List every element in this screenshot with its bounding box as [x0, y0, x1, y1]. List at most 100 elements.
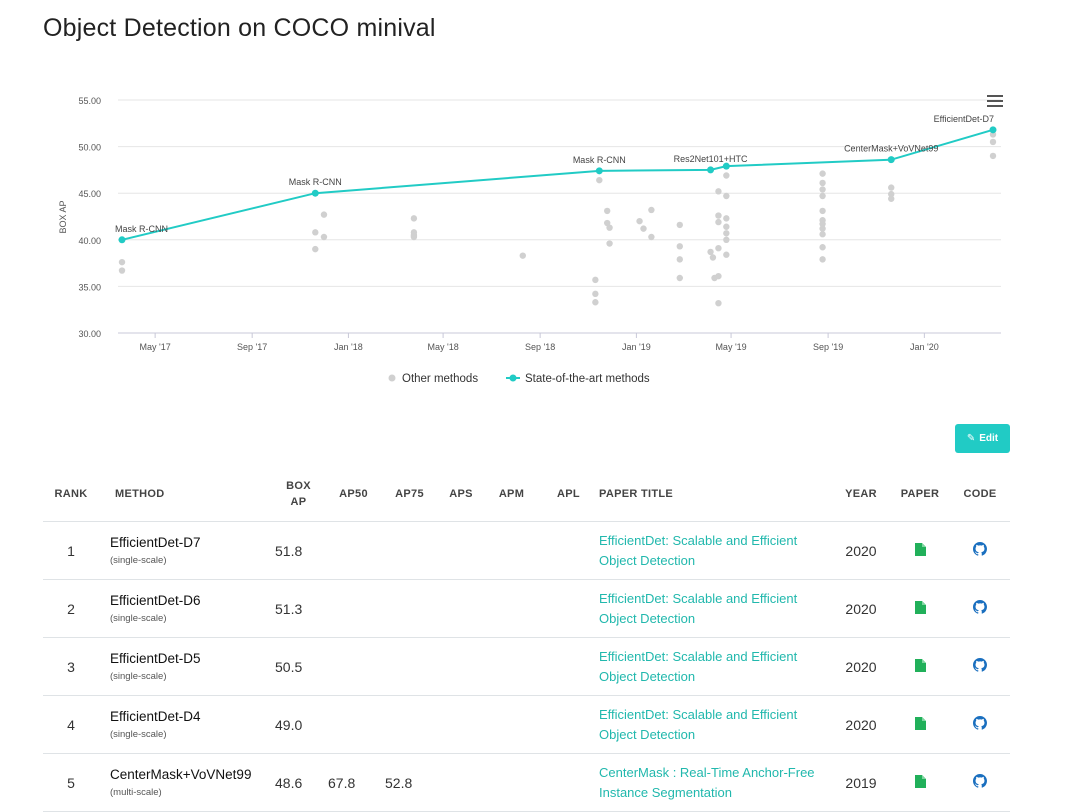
leaderboard-table: RANK METHOD BOX AP AP50 AP75 APS APM APL…: [43, 466, 1010, 812]
other-method-point: [648, 206, 655, 214]
other-method-point: [819, 179, 826, 187]
other-method-point: [118, 267, 126, 274]
paper-icon[interactable]: [914, 542, 926, 559]
rank-cell: 4: [43, 695, 99, 754]
github-icon[interactable]: [973, 542, 987, 559]
method-name[interactable]: EfficientDet-D6: [110, 593, 201, 608]
col-box-ap[interactable]: BOX AP: [272, 466, 325, 522]
other-method-point: [715, 272, 722, 280]
table-row: 2 EfficientDet-D6 (single-scale) 51.3 Effici…: [43, 579, 1010, 638]
paper-icon[interactable]: [914, 774, 926, 791]
ap75-cell: [382, 637, 437, 696]
edit-button-label: Edit: [979, 433, 999, 444]
other-method-point: [606, 240, 613, 247]
aps-cell: [437, 695, 485, 754]
apm-cell: [485, 695, 538, 754]
apm-cell: [485, 521, 538, 580]
code-cell: [950, 695, 1010, 754]
apm-cell: [485, 637, 538, 696]
apl-cell: [538, 695, 599, 754]
other-method-point: [312, 229, 319, 236]
y-tick-label: 45.00: [78, 189, 101, 199]
paper-icon[interactable]: [914, 658, 926, 675]
other-method-point: [888, 195, 895, 202]
y-tick-label: 50.00: [78, 143, 101, 153]
col-ap50[interactable]: AP50: [325, 466, 382, 522]
paper-title-link[interactable]: EfficientDet: Scalable and Efficient Obj…: [599, 648, 798, 684]
y-tick-label: 55.00: [78, 96, 101, 106]
paper-title-cell: EfficientDet: Scalable and Efficient Obj…: [599, 695, 832, 754]
col-ap75[interactable]: AP75: [382, 466, 437, 522]
other-method-point: [723, 251, 730, 258]
paper-title-link[interactable]: EfficientDet: Scalable and Efficient Obj…: [599, 590, 798, 626]
col-apm[interactable]: APM: [485, 466, 538, 522]
apl-cell: [538, 637, 599, 696]
sota-point: [707, 166, 715, 174]
x-tick-label: May '17: [140, 342, 171, 352]
other-method-point: [604, 207, 611, 215]
method-variant: (single-scale): [110, 555, 167, 566]
other-method-point: [819, 192, 826, 200]
ap50-cell: [325, 521, 382, 580]
github-icon[interactable]: [973, 716, 987, 733]
other-method-point: [676, 221, 683, 229]
aps-cell: [437, 579, 485, 638]
other-method-point: [819, 256, 826, 263]
other-method-point: [709, 254, 717, 261]
col-paper-title: PAPER TITLE: [599, 466, 832, 522]
ap75-cell: [382, 695, 437, 754]
box-ap-cell: 50.5: [272, 637, 325, 696]
other-method-point: [819, 207, 826, 215]
paper-title-link[interactable]: EfficientDet: Scalable and Efficient Obj…: [599, 532, 798, 568]
col-paper: PAPER: [890, 466, 950, 522]
other-method-point: [723, 236, 730, 243]
sota-point: [722, 162, 730, 170]
col-aps[interactable]: APS: [437, 466, 485, 522]
paper-icon[interactable]: [914, 600, 926, 617]
col-apl[interactable]: APL: [538, 466, 599, 522]
paper-title-cell: EfficientDet: Scalable and Efficient Obj…: [599, 579, 832, 638]
paper-title-link[interactable]: EfficientDet: Scalable and Efficient Obj…: [599, 706, 798, 742]
table-header-row: RANK METHOD BOX AP AP50 AP75 APS APM APL…: [43, 466, 1010, 522]
other-method-point: [592, 290, 599, 298]
paper-title-link[interactable]: CenterMask : Real-Time Anchor-Free Insta…: [599, 764, 815, 800]
paper-icon[interactable]: [914, 716, 926, 733]
sota-point-label: Mask R-CNN: [115, 224, 168, 234]
apl-cell: [538, 521, 599, 580]
aps-cell: [437, 521, 485, 580]
col-method[interactable]: METHOD: [99, 466, 272, 522]
paper-title-cell: CenterMask : Real-Time Anchor-Free Insta…: [599, 753, 832, 812]
other-method-point: [819, 170, 826, 177]
x-tick-label: May '18: [427, 342, 458, 352]
y-tick-label: 30.00: [78, 329, 101, 339]
col-rank[interactable]: RANK: [43, 466, 99, 522]
code-cell: [950, 579, 1010, 638]
method-name[interactable]: EfficientDet-D7: [110, 535, 201, 550]
other-method-point: [606, 224, 613, 231]
method-name[interactable]: EfficientDet-D5: [110, 651, 201, 666]
method-name[interactable]: EfficientDet-D4: [110, 709, 201, 724]
method-cell: EfficientDet-D6 (single-scale): [99, 579, 272, 638]
ap75-cell: [382, 579, 437, 638]
ap50-cell: [325, 637, 382, 696]
other-method-point: [519, 252, 526, 259]
col-year[interactable]: YEAR: [832, 466, 890, 522]
other-method-point: [410, 233, 418, 241]
year-cell: 2020: [832, 579, 890, 638]
apl-cell: [538, 579, 599, 638]
github-icon[interactable]: [973, 600, 987, 617]
col-code: CODE: [950, 466, 1010, 522]
method-name[interactable]: CenterMask+VoVNet99: [110, 767, 252, 782]
github-icon[interactable]: [973, 658, 987, 675]
table-row: 5 CenterMask+VoVNet99 (multi-scale) 48.6 67.…: [43, 753, 1010, 812]
chart-menu-icon[interactable]: [987, 95, 1003, 109]
other-method-point: [819, 231, 826, 238]
paper-cell: [890, 521, 950, 580]
table-row: 4 EfficientDet-D4 (single-scale) 49.0 Effici…: [43, 695, 1010, 754]
other-method-point: [819, 220, 826, 228]
legend-other-label: Other methods: [402, 373, 478, 385]
github-icon[interactable]: [973, 774, 987, 791]
y-axis-label: BOX AP: [58, 200, 68, 233]
edit-button[interactable]: ✎ Edit: [955, 424, 1010, 453]
rank-cell: 1: [43, 521, 99, 580]
